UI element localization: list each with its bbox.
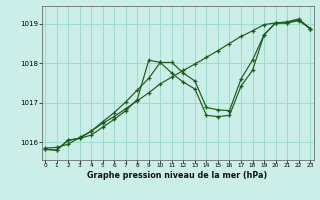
X-axis label: Graphe pression niveau de la mer (hPa): Graphe pression niveau de la mer (hPa) — [87, 171, 268, 180]
